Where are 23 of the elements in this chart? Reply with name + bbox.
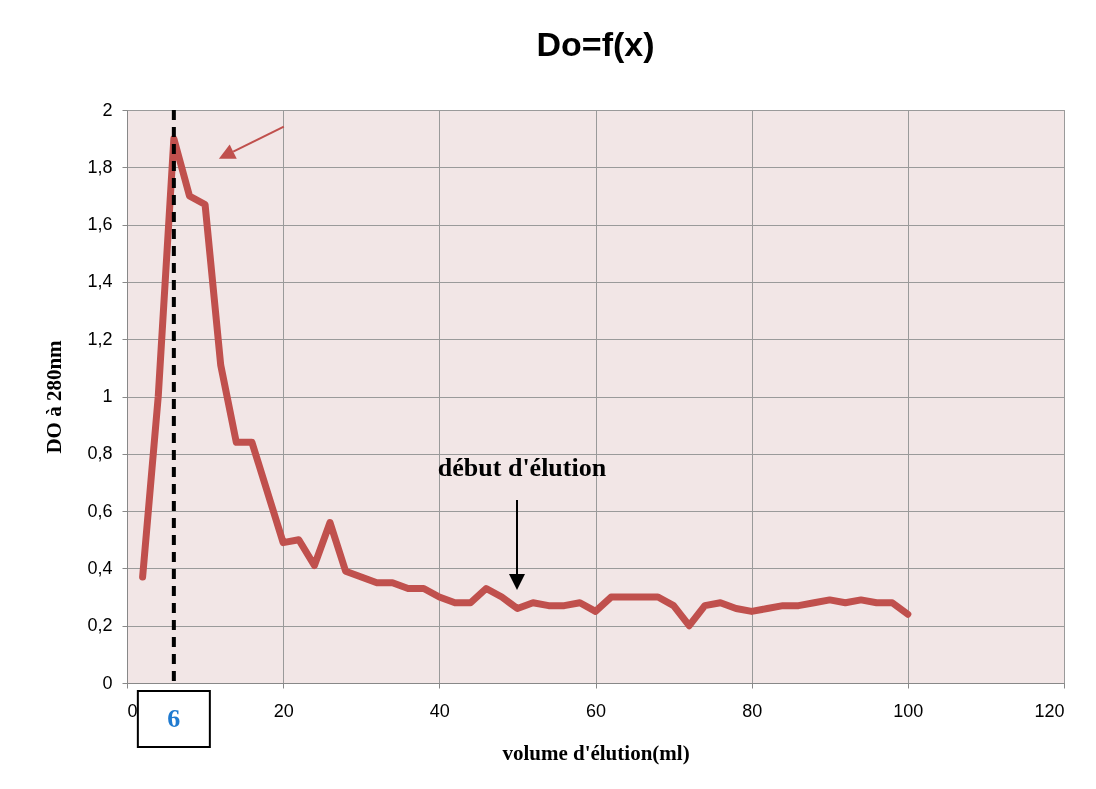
y-tick-label: 0,4 — [87, 557, 113, 578]
x-tick-label: 80 — [742, 700, 763, 721]
y-tick-label: 1,6 — [87, 214, 113, 235]
y-tick-label: 1,2 — [87, 328, 113, 349]
annotation: début d'élution — [437, 453, 607, 482]
x-axis-title: volume d'élution(ml) — [502, 740, 690, 765]
y-tick-label: 1,8 — [87, 156, 113, 177]
x-tick-label: 100 — [893, 700, 924, 721]
ref-line-label: 6 — [167, 704, 181, 733]
x-tick-label: 40 — [429, 700, 450, 721]
x-tick-label: 120 — [1034, 700, 1065, 721]
y-tick-label: 0,2 — [87, 615, 113, 636]
y-tick-label: 1,4 — [87, 271, 113, 292]
y-tick-label: 2 — [102, 99, 113, 120]
y-tick-label: 0 — [102, 672, 113, 693]
x-tick-label: 20 — [273, 700, 294, 721]
chart-title: Do=f(x) — [536, 25, 655, 63]
y-tick-label: 1 — [102, 386, 113, 406]
x-tick-label: 0 — [127, 700, 138, 721]
y-tick-label: 0,8 — [87, 443, 113, 464]
y-tick-label: 0,6 — [87, 500, 113, 521]
y-axis-title: DO à 280nm — [42, 339, 67, 454]
x-tick-label: 60 — [585, 700, 607, 721]
